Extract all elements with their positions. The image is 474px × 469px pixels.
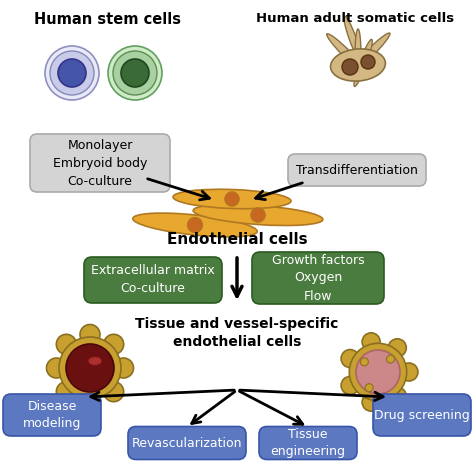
Circle shape: [251, 208, 265, 222]
FancyBboxPatch shape: [3, 394, 101, 436]
Ellipse shape: [355, 29, 361, 81]
Ellipse shape: [347, 33, 390, 76]
Text: Human adult somatic cells: Human adult somatic cells: [256, 12, 454, 25]
Circle shape: [46, 358, 66, 378]
Circle shape: [341, 349, 359, 368]
Circle shape: [80, 325, 100, 345]
Circle shape: [113, 51, 157, 95]
Circle shape: [360, 358, 368, 366]
Circle shape: [341, 377, 359, 394]
Circle shape: [50, 51, 94, 95]
Circle shape: [59, 337, 121, 399]
Circle shape: [66, 344, 114, 392]
Circle shape: [225, 192, 239, 206]
FancyBboxPatch shape: [30, 134, 170, 192]
FancyBboxPatch shape: [128, 426, 246, 460]
Text: Transdifferentiation: Transdifferentiation: [296, 164, 418, 176]
Circle shape: [113, 358, 134, 378]
FancyBboxPatch shape: [252, 252, 384, 304]
Ellipse shape: [133, 213, 257, 237]
Text: Drug screening: Drug screening: [374, 408, 470, 422]
Ellipse shape: [344, 16, 362, 61]
Circle shape: [400, 363, 418, 381]
Circle shape: [361, 55, 375, 69]
Ellipse shape: [88, 356, 102, 365]
Circle shape: [349, 343, 407, 401]
FancyBboxPatch shape: [84, 257, 222, 303]
Text: Monolayer
Embryoid body
Co-culture: Monolayer Embryoid body Co-culture: [53, 138, 147, 188]
Text: Extracellular matrix
Co-culture: Extracellular matrix Co-culture: [91, 265, 215, 295]
Circle shape: [362, 393, 380, 411]
Circle shape: [104, 334, 124, 354]
Ellipse shape: [330, 49, 385, 81]
Circle shape: [356, 350, 400, 394]
Text: Disease
modeling: Disease modeling: [23, 400, 81, 430]
Ellipse shape: [327, 34, 368, 75]
Circle shape: [108, 46, 162, 100]
Ellipse shape: [354, 39, 372, 86]
Circle shape: [342, 59, 358, 75]
Circle shape: [362, 333, 380, 351]
Circle shape: [187, 218, 202, 233]
FancyBboxPatch shape: [288, 154, 426, 186]
Text: Tissue
engineering: Tissue engineering: [271, 428, 346, 458]
Circle shape: [121, 59, 149, 87]
Text: Tissue and vessel-specific
endothelial cells: Tissue and vessel-specific endothelial c…: [135, 317, 339, 349]
Circle shape: [386, 355, 394, 363]
Text: Human stem cells: Human stem cells: [35, 12, 182, 27]
Circle shape: [80, 392, 100, 411]
Circle shape: [388, 387, 406, 405]
Text: Revascularization: Revascularization: [132, 437, 242, 449]
FancyBboxPatch shape: [259, 426, 357, 460]
Text: Endothelial cells: Endothelial cells: [167, 232, 307, 247]
Circle shape: [365, 384, 373, 392]
Circle shape: [56, 382, 76, 401]
Circle shape: [56, 334, 76, 354]
Circle shape: [58, 59, 86, 87]
Circle shape: [45, 46, 99, 100]
FancyBboxPatch shape: [373, 394, 471, 436]
Ellipse shape: [193, 204, 323, 226]
Ellipse shape: [173, 189, 291, 209]
Text: Growth factors
Oxygen
Flow: Growth factors Oxygen Flow: [272, 254, 365, 303]
Circle shape: [388, 339, 406, 357]
Circle shape: [104, 382, 124, 401]
